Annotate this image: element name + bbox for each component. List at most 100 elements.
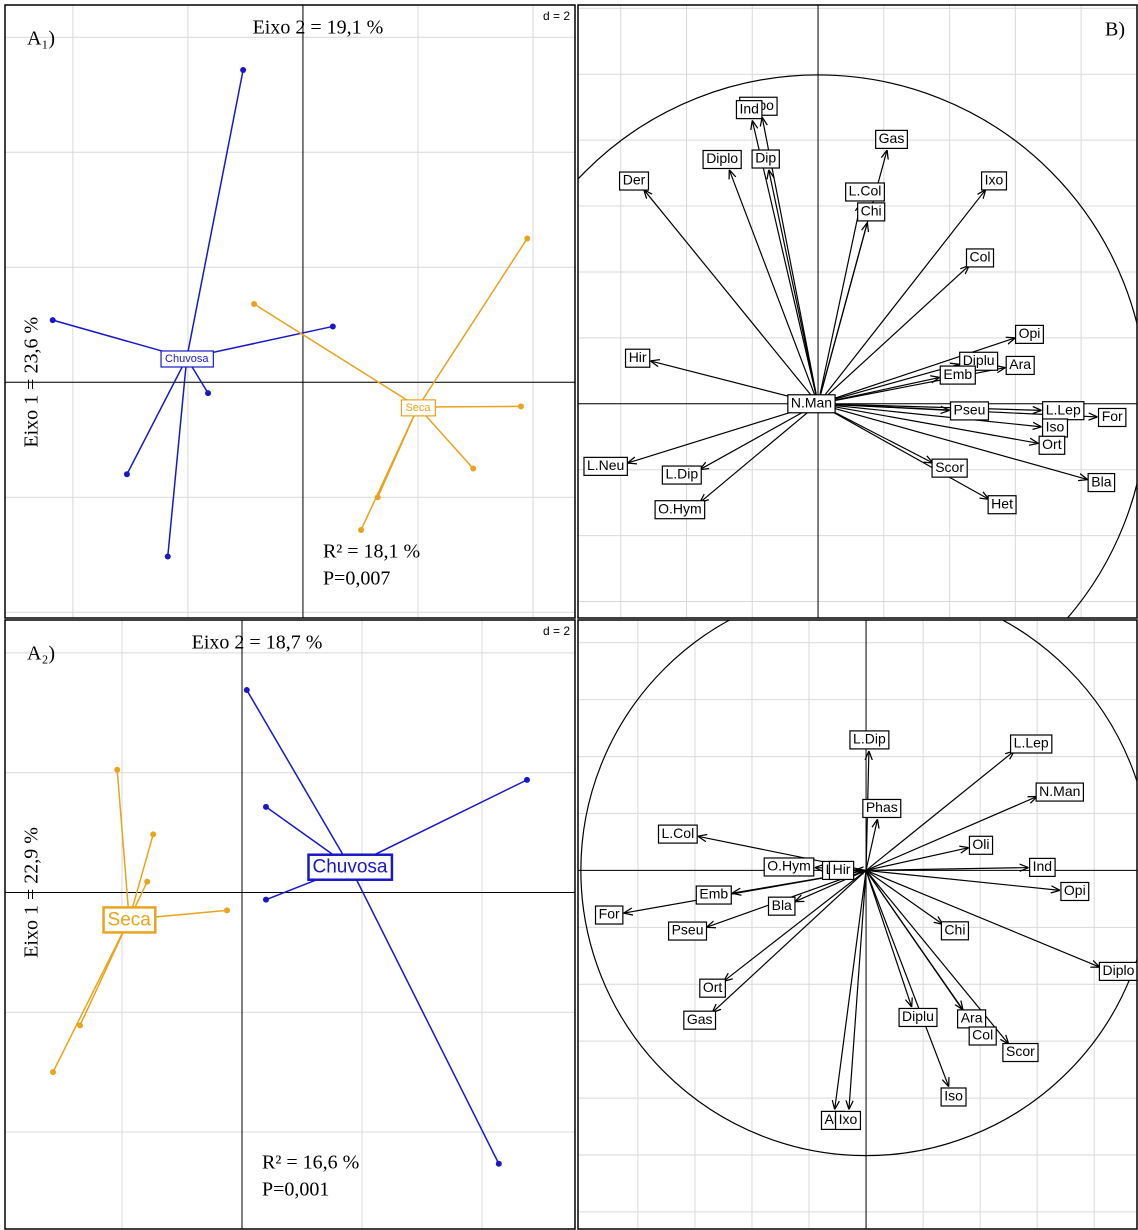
variable-label: Ort xyxy=(703,979,723,995)
variable-label-box xyxy=(849,730,890,750)
variable-label-box xyxy=(594,905,624,925)
variable-label-box xyxy=(657,824,698,844)
variable-label: Diplu xyxy=(902,1008,934,1024)
annotation: R² = 18,1 % xyxy=(323,541,420,563)
arrow xyxy=(712,869,867,1012)
point xyxy=(240,66,247,73)
variable-label-box xyxy=(1098,961,1137,981)
variable-label: Ind xyxy=(739,100,758,116)
grid-size-label: d = 2 xyxy=(543,624,570,638)
point xyxy=(114,766,121,773)
variable-label-box xyxy=(751,149,780,169)
variable-label: Diplu xyxy=(963,352,995,368)
variable-label: L.Dip xyxy=(665,466,698,482)
arrow xyxy=(865,751,1014,871)
variable-label-box xyxy=(834,1110,862,1131)
arrow xyxy=(865,869,1100,967)
arrow xyxy=(817,364,959,405)
variable-label: Emb xyxy=(943,366,972,382)
variable-label: N.Man xyxy=(791,394,832,410)
panel-label: A₁) xyxy=(27,28,55,50)
group-label-box xyxy=(102,906,157,934)
variable-label-box xyxy=(1038,435,1066,455)
arrow xyxy=(865,869,943,924)
variable-label: Scor xyxy=(935,459,964,475)
variable-label-box xyxy=(845,182,885,202)
spoke xyxy=(417,238,528,408)
point xyxy=(205,390,212,397)
arrow xyxy=(865,848,969,872)
variable-label: Oli xyxy=(972,836,989,852)
variable-label: Het xyxy=(991,495,1013,511)
variable-label: L.Col xyxy=(849,183,882,199)
variable-label-box xyxy=(968,1026,997,1046)
annotation: P=0,007 xyxy=(323,568,390,590)
arrow xyxy=(817,403,1042,427)
arrow xyxy=(835,870,867,1109)
variable-label-box xyxy=(618,171,650,191)
arrow xyxy=(817,403,989,500)
variable-label-box xyxy=(1060,881,1090,902)
variable-label-box xyxy=(583,456,628,476)
variable-label: Der xyxy=(623,172,646,188)
arrow xyxy=(817,403,1038,444)
arrow xyxy=(865,819,877,871)
variable-label: Pseu xyxy=(672,922,704,938)
spoke xyxy=(126,357,188,475)
point xyxy=(524,235,531,242)
variable-label-box xyxy=(987,495,1017,515)
arrow xyxy=(769,170,819,404)
variable-label: Ixo xyxy=(985,172,1004,188)
variable-label: Bla xyxy=(1091,473,1111,489)
variable-label: N.Man xyxy=(1039,783,1080,799)
variable-label: Gas xyxy=(879,130,905,146)
arrow xyxy=(865,870,974,1027)
spoke xyxy=(253,303,419,408)
spoke xyxy=(128,834,154,920)
variable-label-box xyxy=(735,100,763,120)
arrow xyxy=(849,870,867,1109)
arrow xyxy=(817,338,1015,405)
panel: Chuvosa Seca A₁) Eixo 2 = 19,1 % Eixo 1 = 23… xyxy=(5,5,575,618)
arrow xyxy=(817,203,861,404)
variable-label: Ara xyxy=(961,1010,983,1026)
variable-label: O.Hym xyxy=(658,500,702,516)
unit-circle xyxy=(578,74,1137,618)
group-label-box xyxy=(400,399,436,417)
y-axis-label: Eixo 1 = 22,9 % xyxy=(21,827,43,958)
spoke xyxy=(246,689,351,868)
variable-label-box xyxy=(702,149,742,170)
arrow xyxy=(866,868,1029,871)
variable-label: Chi xyxy=(944,922,965,938)
point xyxy=(517,403,524,410)
arrow xyxy=(865,870,912,1007)
variable-label-box xyxy=(940,1087,967,1107)
variable-label-box xyxy=(654,500,706,520)
variable-label: Diplo xyxy=(1103,962,1135,978)
x-axis-label: Eixo 2 = 19,1 % xyxy=(253,17,384,39)
variable-label-box xyxy=(949,401,990,421)
arrow xyxy=(865,870,949,1086)
variable-label-box xyxy=(898,1007,938,1028)
panel: LopoIndDiploDipDerGasL.ColChiIxoColOpiDi… xyxy=(578,5,1137,618)
variable-label: Dip xyxy=(755,150,776,166)
panel-border xyxy=(577,4,1138,619)
arrow xyxy=(817,403,933,463)
variable-label: Ind xyxy=(1033,858,1052,874)
variable-label: L.Dip xyxy=(853,731,886,747)
group-label-box xyxy=(307,853,394,881)
variable-label-box xyxy=(862,798,902,819)
panel-label: A₂) xyxy=(27,643,55,665)
arrow xyxy=(817,377,940,405)
variable-label-box xyxy=(1087,472,1116,493)
variable-label-box xyxy=(624,348,651,368)
variable-label-box xyxy=(875,129,908,149)
variable-label: Pseu xyxy=(954,402,986,418)
point xyxy=(243,687,250,694)
variable-label-box xyxy=(767,896,796,916)
arrow xyxy=(817,265,969,405)
variable-label: L.Lep xyxy=(1046,401,1081,417)
variable-label-box xyxy=(1029,857,1056,877)
variable-label: Phas xyxy=(866,799,898,815)
